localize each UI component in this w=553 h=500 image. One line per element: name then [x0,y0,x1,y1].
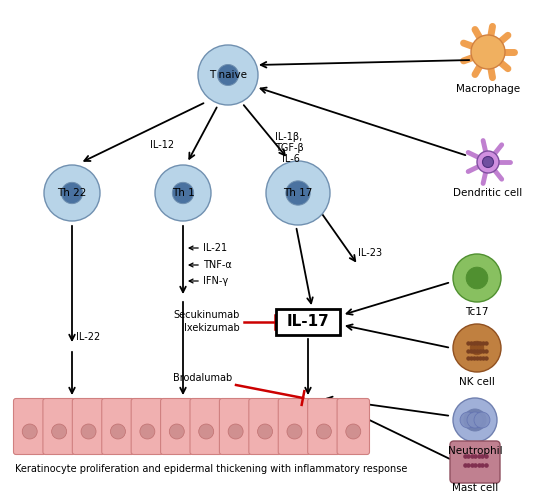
Circle shape [140,424,155,439]
Circle shape [258,424,273,439]
Circle shape [228,424,243,439]
Text: NK cell: NK cell [459,377,495,387]
FancyBboxPatch shape [13,398,46,454]
FancyBboxPatch shape [131,398,164,454]
Text: IL-23: IL-23 [358,248,382,258]
Text: IL-17: IL-17 [286,314,330,330]
Text: IL-12: IL-12 [150,140,174,150]
Circle shape [467,412,483,428]
Text: Brodalumab: Brodalumab [173,373,232,383]
Text: Keratinocyte proliferation and epidermal thickening with inflammatory response: Keratinocyte proliferation and epidermal… [15,464,408,474]
Text: Neutrophil: Neutrophil [448,446,502,456]
Text: IFN-γ: IFN-γ [203,276,228,286]
Circle shape [460,412,476,428]
Circle shape [44,165,100,221]
FancyBboxPatch shape [160,398,193,454]
Text: Macrophage: Macrophage [456,84,520,94]
FancyBboxPatch shape [220,398,252,454]
Circle shape [198,45,258,105]
FancyBboxPatch shape [307,398,340,454]
Circle shape [477,151,499,173]
Circle shape [453,254,501,302]
Circle shape [51,424,66,439]
Text: Ixekizumab: Ixekizumab [184,323,240,333]
Circle shape [286,181,310,205]
Text: Secukinumab: Secukinumab [174,310,240,320]
Text: Mast cell: Mast cell [452,483,498,493]
FancyBboxPatch shape [450,441,500,483]
Circle shape [217,64,238,86]
Text: Th 1: Th 1 [171,188,194,198]
Circle shape [266,161,330,225]
Text: Th 22: Th 22 [58,188,87,198]
FancyBboxPatch shape [278,398,311,454]
Circle shape [464,409,486,431]
Circle shape [155,165,211,221]
Circle shape [483,156,493,168]
Circle shape [173,182,194,204]
Circle shape [453,398,497,442]
FancyBboxPatch shape [337,398,369,454]
Text: Dendritic cell: Dendritic cell [453,188,523,198]
Text: Th 17: Th 17 [283,188,312,198]
FancyBboxPatch shape [249,398,281,454]
Circle shape [81,424,96,439]
Circle shape [453,324,501,372]
FancyBboxPatch shape [43,398,75,454]
Circle shape [61,182,82,204]
FancyBboxPatch shape [102,398,134,454]
Circle shape [287,424,302,439]
Circle shape [466,267,488,289]
FancyBboxPatch shape [72,398,105,454]
Text: IL-6: IL-6 [282,154,300,164]
Text: TNF-α: TNF-α [203,260,232,270]
Text: T naive: T naive [209,70,247,80]
Circle shape [471,35,505,69]
FancyBboxPatch shape [276,309,340,335]
Circle shape [169,424,184,439]
Text: IL-21: IL-21 [203,243,227,253]
Text: IL-22: IL-22 [76,332,100,342]
Text: TGF-β: TGF-β [275,143,304,153]
Circle shape [316,424,331,439]
Text: Tc17: Tc17 [465,307,489,317]
Circle shape [346,424,361,439]
Text: IL-1β,: IL-1β, [275,132,302,142]
FancyBboxPatch shape [190,398,222,454]
Circle shape [111,424,126,439]
Circle shape [474,412,490,428]
Circle shape [22,424,37,439]
Circle shape [199,424,213,439]
Circle shape [470,342,484,354]
